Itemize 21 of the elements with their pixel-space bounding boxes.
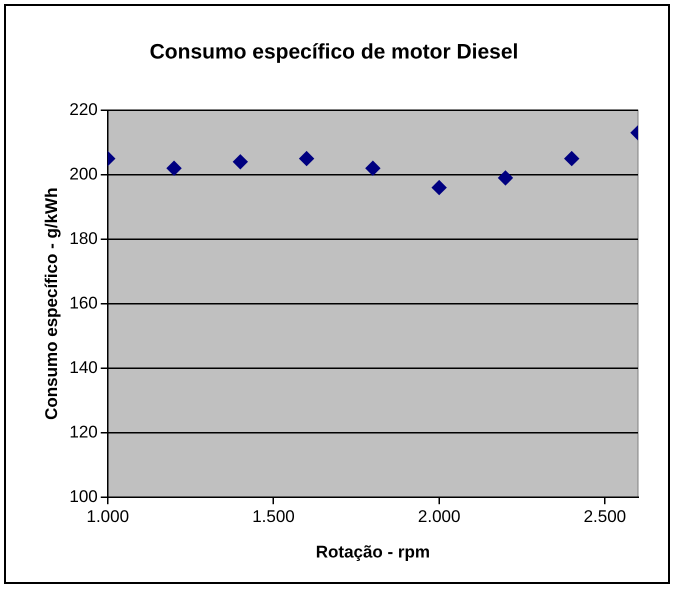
- point: [498, 170, 513, 186]
- x-axis-title: Rotação - rpm: [316, 542, 430, 562]
- point: [232, 154, 248, 170]
- point: [432, 180, 447, 196]
- y-tick-label: 100: [69, 486, 98, 506]
- x-tick-label: 1.000: [86, 507, 130, 526]
- x-tick-label: 1.500: [252, 507, 295, 526]
- x-tick-label: 2.000: [418, 507, 460, 526]
- y-axis-title: Consumo específico - g/kWh: [42, 188, 61, 420]
- y-tick-label: 220: [69, 100, 98, 119]
- point: [299, 151, 314, 166]
- y-tick-label: 140: [69, 358, 98, 377]
- point: [564, 151, 580, 166]
- y-tick-label: 200: [69, 164, 98, 184]
- x-tick-label: 2.500: [584, 507, 626, 526]
- y-tick-label: 120: [69, 422, 98, 442]
- point: [365, 160, 380, 176]
- chart-title: Consumo específico de motor Diesel: [150, 40, 518, 64]
- point: [166, 160, 182, 176]
- y-tick-label: 160: [69, 293, 98, 312]
- y-tick-label: 180: [69, 228, 98, 248]
